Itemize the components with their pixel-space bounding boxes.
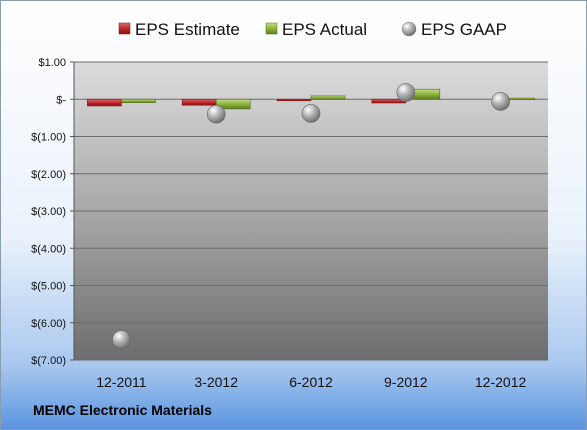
x-tick-label: 9-2012: [384, 374, 428, 390]
company-name: MEMC Electronic Materials: [33, 402, 212, 418]
eps-estimate-bar: [181, 98, 217, 106]
y-tick-label: $-: [56, 94, 66, 106]
y-tick-label: $(6.00): [31, 318, 66, 330]
eps-actual-bar: [215, 98, 251, 110]
y-tick-label: $(2.00): [31, 169, 66, 181]
eps-actual-bar: [121, 98, 156, 103]
eps-gaap-marker: [112, 330, 131, 349]
eps-estimate-bar: [276, 98, 312, 102]
legend-gaap-label: EPS GAAP: [421, 20, 507, 39]
eps-gaap-marker: [301, 104, 321, 123]
x-tick-label: 12-2011: [96, 374, 147, 390]
legend: EPS Estimate EPS Actual EPS GAAP: [118, 20, 507, 39]
legend-gaap-swatch: [401, 21, 417, 37]
y-tick-label: $(3.00): [31, 206, 66, 218]
eps-gaap-marker: [206, 104, 226, 124]
x-tick-label: 6-2012: [289, 374, 333, 390]
x-tick-label: 12-2012: [475, 374, 527, 390]
y-tick-label: $(7.00): [31, 355, 66, 367]
legend-actual-label: EPS Actual: [282, 20, 367, 39]
y-tick-label: $(5.00): [31, 281, 66, 293]
eps-actual-bar: [310, 95, 346, 100]
y-tick-label: $(1.00): [31, 132, 66, 144]
legend-estimate-label: EPS Estimate: [135, 20, 240, 39]
legend-actual-swatch: [265, 22, 278, 35]
x-tick-label: 3-2012: [194, 374, 238, 390]
eps-gaap-marker: [491, 92, 510, 111]
y-tick-label: $1.00: [38, 57, 66, 69]
eps-estimate-bar: [87, 98, 122, 107]
eps-gaap-marker: [396, 83, 416, 102]
y-tick-label: $(4.00): [31, 243, 66, 255]
legend-estimate-swatch: [118, 22, 131, 35]
